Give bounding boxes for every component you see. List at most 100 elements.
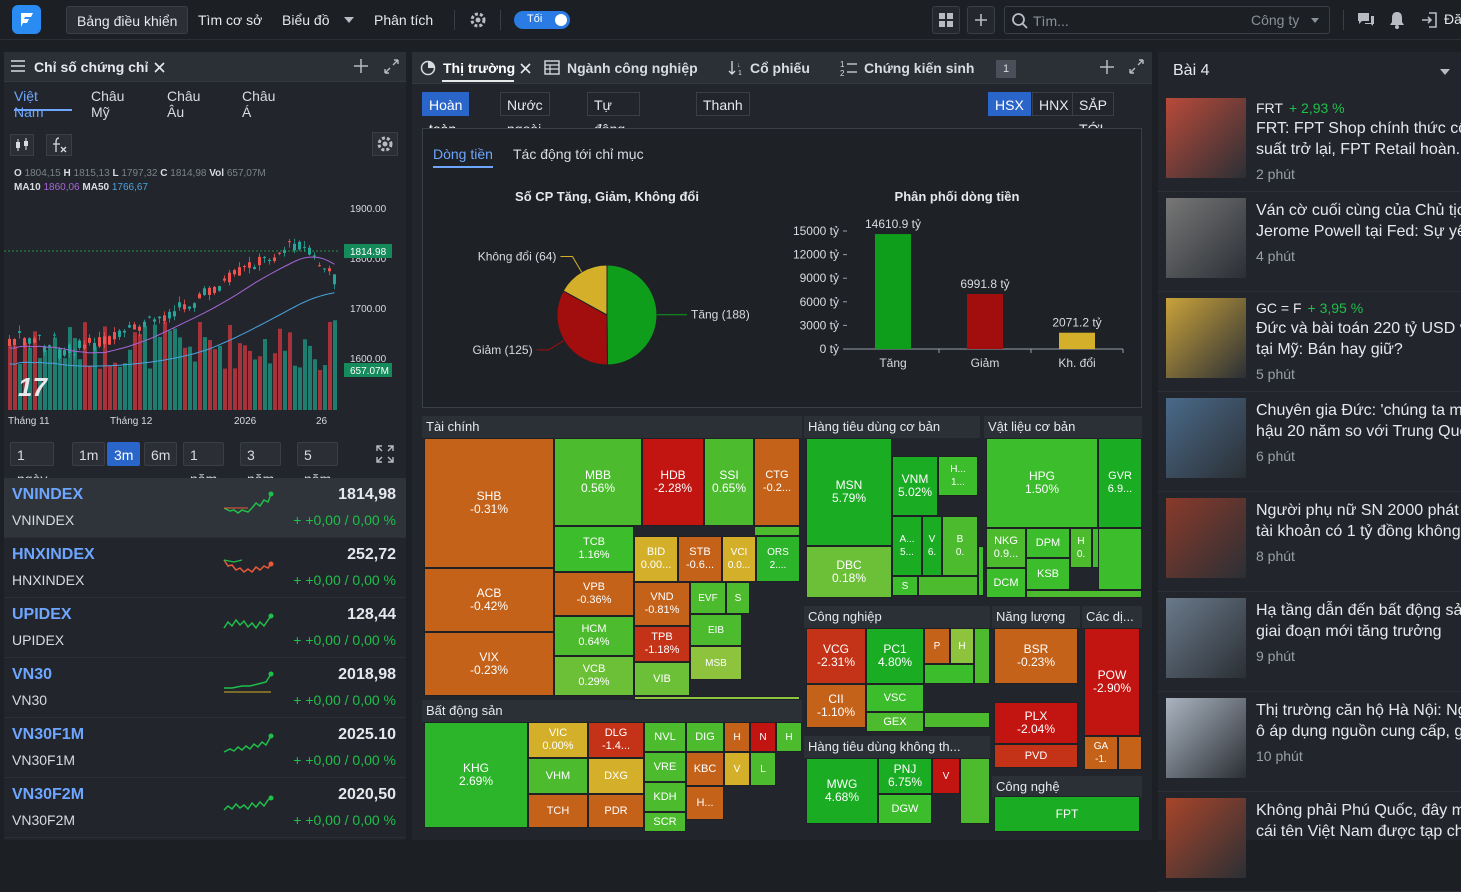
treemap-cell[interactable]: DIG xyxy=(686,722,724,752)
news-title-line[interactable]: Không phải Phú Quốc, đây m xyxy=(1256,800,1461,821)
treemap-cell[interactable]: V xyxy=(724,752,750,786)
treemap-cell[interactable]: HDB-2.28% xyxy=(642,438,704,526)
treemap-cell[interactable] xyxy=(960,758,990,824)
index-row-upindex[interactable]: UPIDEX UPIDEX 128,44 + +0,00 / 0,00 % xyxy=(4,598,406,658)
candle-type-button[interactable] xyxy=(10,134,34,156)
login-label[interactable]: Đă xyxy=(1444,11,1461,27)
news-title-line[interactable]: hậu 20 năm so với Trung Quố xyxy=(1256,421,1461,442)
news-title-line[interactable]: giai đoạn mới tăng trưởng xyxy=(1256,621,1461,642)
period-1d[interactable]: 1 ngày xyxy=(10,442,54,466)
index-price-chart[interactable]: 1900.00 1800.00 1700.00 1600.00 1814.98 … xyxy=(4,192,406,432)
tab-americas[interactable]: Châu Mỹ xyxy=(91,88,124,120)
treemap-cell[interactable]: H xyxy=(724,722,750,752)
tab-count-badge[interactable]: 1 xyxy=(996,60,1016,78)
treemap-cell[interactable]: S xyxy=(726,582,750,614)
treemap-cell[interactable]: DXG xyxy=(588,758,644,794)
treemap-cell[interactable]: KBC xyxy=(686,752,724,786)
index-row-vn30f1m[interactable]: VN30F1M VN30F1M 2025.10 + +0,00 / 0,00 % xyxy=(4,718,406,778)
index-row-vn30[interactable]: VN30 VN30 2018,98 + +0,00 / 0,00 % xyxy=(4,658,406,718)
treemap-cell[interactable]: VND-0.81% xyxy=(634,582,690,626)
treemap-cell[interactable]: EIB xyxy=(690,614,742,646)
exchange-hsx[interactable]: HSX xyxy=(988,92,1031,116)
chart-settings-button[interactable] xyxy=(372,132,398,156)
expand-icon[interactable] xyxy=(384,59,399,74)
treemap-cell[interactable]: VIB xyxy=(634,662,690,696)
news-title-line[interactable]: Người phụ nữ SN 2000 phát l xyxy=(1256,500,1461,521)
news-thumbnail[interactable] xyxy=(1166,298,1246,378)
tab-derivatives[interactable]: Chứng kiến sinh xyxy=(864,60,974,76)
app-logo[interactable] xyxy=(12,5,41,34)
treemap-cell[interactable]: TCH xyxy=(528,794,588,828)
news-title-line[interactable]: tài khoản có 1 tỷ đồng không xyxy=(1256,521,1461,542)
tab-europe[interactable]: Châu Âu xyxy=(167,88,200,120)
index-row-hnxindex[interactable]: HNXINDEX HNXINDEX 252,72 + +0,00 / 0,00 … xyxy=(4,538,406,598)
treemap-cell[interactable]: CTG-0.2... xyxy=(754,438,800,526)
treemap-cell[interactable]: GA-1. xyxy=(1084,736,1118,770)
treemap-cell[interactable]: S xyxy=(892,576,918,596)
news-thumbnail[interactable] xyxy=(1166,798,1246,878)
indicator-button[interactable] xyxy=(46,134,72,156)
plus-icon[interactable] xyxy=(354,59,368,73)
theme-toggle[interactable]: Tối xyxy=(514,11,570,29)
treemap-cell[interactable]: PDR xyxy=(588,794,644,828)
menu-icon[interactable] xyxy=(10,59,26,73)
tab-asia[interactable]: Châu Á xyxy=(242,88,275,120)
news-title-line[interactable]: ô áp dụng nguồn cung cấp, g xyxy=(1256,721,1461,742)
news-thumbnail[interactable] xyxy=(1166,198,1246,278)
treemap-cell[interactable]: VCG-2.31% xyxy=(806,628,866,684)
close-icon[interactable] xyxy=(154,62,165,73)
chevron-down-icon[interactable] xyxy=(344,17,354,23)
treemap-cell[interactable]: STB-0.6... xyxy=(678,536,722,582)
filter-proprietary[interactable]: Tự động doanh xyxy=(587,92,640,116)
layout-grid-button[interactable] xyxy=(932,6,960,34)
exchange-upcoming[interactable]: SẮP TỚI xyxy=(1072,92,1114,116)
index-row-vn30f2m[interactable]: VN30F2M VN30F2M 2020,50 + +0,00 / 0,00 % xyxy=(4,778,406,838)
treemap-cell[interactable]: BSR-0.23% xyxy=(994,628,1078,684)
period-1m[interactable]: 1m xyxy=(72,442,105,466)
treemap-cell[interactable]: VRE xyxy=(644,752,686,782)
treemap-cell[interactable]: N xyxy=(750,722,776,752)
plus-icon[interactable] xyxy=(1100,60,1114,74)
treemap-cell[interactable] xyxy=(918,576,978,596)
news-title-line[interactable]: Chuyên gia Đức: 'chúng ta m xyxy=(1256,400,1461,421)
fullscreen-icon[interactable] xyxy=(376,445,394,463)
treemap-cell[interactable]: L xyxy=(750,752,776,786)
tab-stocks[interactable]: Cổ phiếu xyxy=(750,60,810,76)
filter-all[interactable]: Hoàn toàn xyxy=(422,92,469,116)
period-6m[interactable]: 6m xyxy=(144,442,177,466)
nav-dashboard[interactable]: Bảng điều khiển xyxy=(66,6,188,34)
treemap-cell[interactable]: KSB xyxy=(1026,558,1070,590)
search-box[interactable]: Công ty xyxy=(1004,6,1330,34)
period-5y[interactable]: 5 năm xyxy=(297,442,338,466)
treemap-cell[interactable] xyxy=(924,712,990,728)
news-thumbnail[interactable] xyxy=(1166,698,1246,778)
add-widget-button[interactable] xyxy=(967,6,995,34)
news-ticker[interactable]: GC = F+ 3,95 % xyxy=(1256,300,1363,316)
treemap-cell[interactable]: DPM xyxy=(1026,528,1070,558)
treemap-cell[interactable]: TPB-1.18% xyxy=(634,626,690,662)
treemap-cell[interactable]: GEX xyxy=(866,712,924,732)
news-title-line[interactable]: Jerome Powell tại Fed: Sự yê xyxy=(1256,221,1461,242)
treemap-cell[interactable] xyxy=(924,664,974,684)
news-thumbnail[interactable] xyxy=(1166,498,1246,578)
tab-industry[interactable]: Ngành công nghiệp xyxy=(567,60,698,76)
news-title-line[interactable]: Ván cờ cuối cùng của Chủ tịc xyxy=(1256,200,1461,221)
subtab-index-impact[interactable]: Tác động tới chỉ mục xyxy=(513,146,644,162)
chevron-down-icon[interactable] xyxy=(1311,18,1319,23)
bell-icon[interactable] xyxy=(1388,10,1406,33)
news-title-line[interactable]: suất trở lại, FPT Retail hoàn... xyxy=(1256,139,1461,160)
treemap-cell[interactable]: PVD xyxy=(994,744,1078,768)
